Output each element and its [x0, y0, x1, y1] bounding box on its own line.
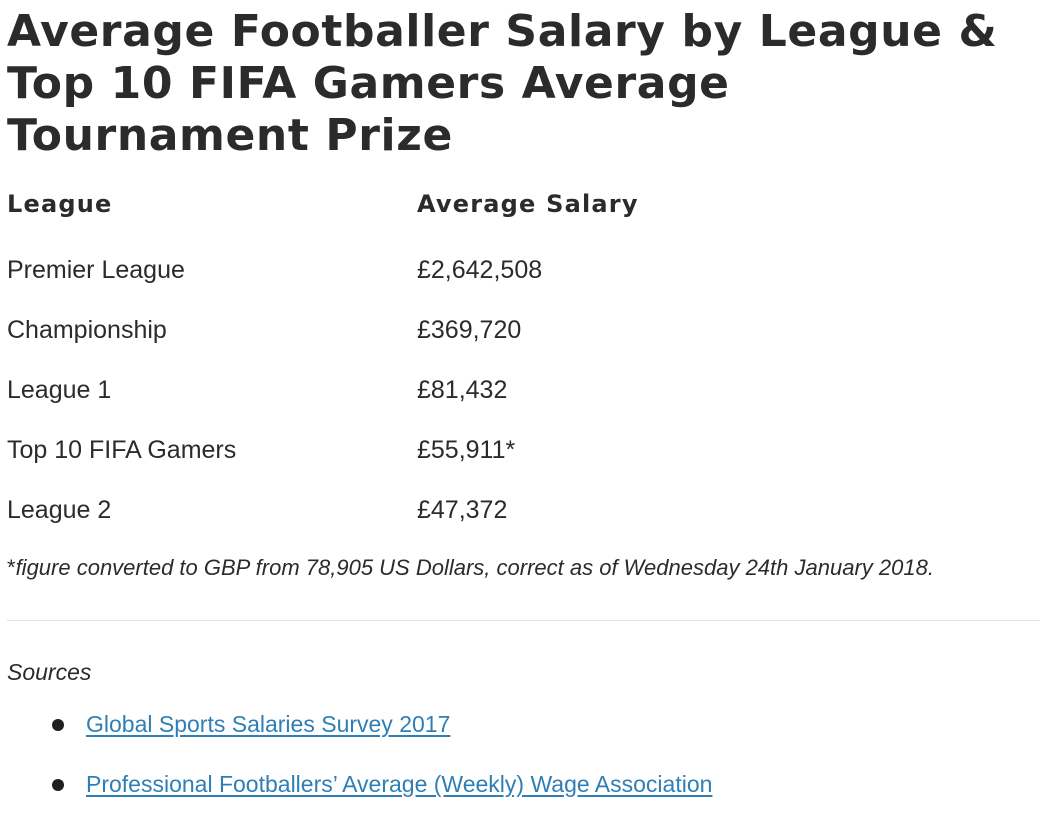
average-salary: £55,911* [417, 435, 516, 464]
table-row: League 2 £47,372 [7, 480, 817, 540]
league-name: Premier League [7, 255, 185, 284]
league-name: Championship [7, 315, 167, 344]
salary-table: League Average Salary Premier League £2,… [7, 190, 817, 540]
footnote: *figure converted to GBP from 78,905 US … [7, 554, 1037, 582]
average-salary: £81,432 [417, 375, 508, 404]
bullet-icon [52, 779, 64, 791]
column-header-average-salary: Average Salary [417, 190, 639, 218]
average-salary: £47,372 [417, 495, 508, 524]
sources-heading: Sources [7, 659, 92, 685]
section-divider [7, 620, 1040, 621]
table-row: Top 10 FIFA Gamers £55,911* [7, 420, 817, 480]
bullet-icon [52, 719, 64, 731]
table-row: Championship £369,720 [7, 300, 817, 360]
footnote-marker: * [7, 555, 16, 580]
league-name: League 2 [7, 495, 112, 524]
table-row: Premier League £2,642,508 [7, 240, 817, 300]
league-name: League 1 [7, 375, 112, 404]
league-name: Top 10 FIFA Gamers [7, 435, 237, 464]
column-header-league: League [7, 190, 113, 218]
article-content: Average Footballer Salary by League & To… [7, 0, 1040, 830]
list-item: Professional Footballers’ Average (Weekl… [52, 770, 1037, 830]
footnote-text: figure converted to GBP from 78,905 US D… [15, 555, 934, 580]
source-link-professional-footballers-wage[interactable]: Professional Footballers’ Average (Weekl… [86, 771, 713, 797]
average-salary: £369,720 [417, 315, 522, 344]
list-item: Global Sports Salaries Survey 2017 [52, 710, 1037, 770]
average-salary: £2,642,508 [417, 255, 543, 284]
page-title: Average Footballer Salary by League & To… [7, 6, 998, 161]
source-link-global-sports-salaries[interactable]: Global Sports Salaries Survey 2017 [86, 711, 451, 737]
table-header-row: League Average Salary [7, 190, 817, 240]
table-row: League 1 £81,432 [7, 360, 817, 420]
sources-list: Global Sports Salaries Survey 2017 Profe… [7, 710, 1037, 830]
